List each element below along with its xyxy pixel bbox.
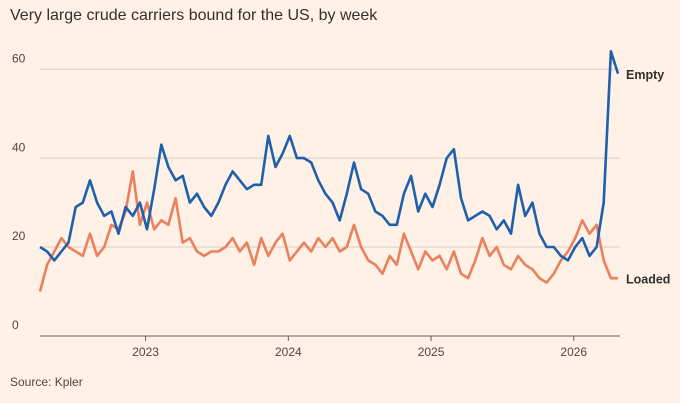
- y-tick-label: 40: [12, 140, 26, 154]
- line: [39, 50, 620, 262]
- source: Source: Kpler: [10, 375, 83, 389]
- series-label: Empty: [626, 68, 664, 82]
- chart-title: Very large crude carriers bound for the …: [10, 7, 378, 24]
- line: [38, 170, 618, 292]
- series-label: Loaded: [626, 272, 670, 286]
- x-tick-label: 2025: [418, 345, 445, 359]
- y-tick-label: 0: [12, 318, 19, 332]
- y-tick-label: 20: [12, 229, 26, 243]
- x-tick-label: 2024: [275, 345, 302, 359]
- x-tick-label: 2023: [132, 345, 159, 359]
- y-tick-label: 60: [12, 51, 26, 65]
- x-tick-label: 2026: [560, 345, 587, 359]
